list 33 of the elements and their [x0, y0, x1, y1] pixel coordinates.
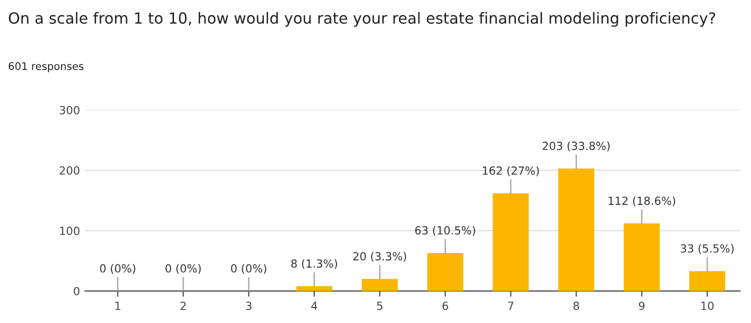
x-tick-label: 4	[311, 302, 318, 310]
x-tick-label: 5	[377, 302, 382, 310]
chart-title: On a scale from 1 to 10, how would you rate your real estate financial modeling proficiency?	[8, 12, 716, 27]
data-label: 112 (18.6%)	[608, 196, 676, 206]
data-label: 162 (27%)	[482, 166, 539, 176]
y-tick-label: 200	[60, 166, 80, 175]
chart-subtitle: 601 responses	[8, 62, 84, 72]
bar	[296, 286, 332, 291]
x-tick-label: 6	[442, 302, 448, 310]
x-tick-label: 7	[508, 302, 514, 310]
data-label: 63 (10.5%)	[415, 226, 476, 236]
data-label: 0 (0%)	[100, 264, 136, 274]
bar	[492, 193, 529, 291]
y-tick-label: 300	[60, 106, 80, 114]
bar	[427, 252, 464, 291]
bar	[362, 278, 398, 291]
x-tick-label: 3	[246, 302, 252, 310]
x-tick-label: 1	[115, 302, 120, 310]
data-label: 8 (1.3%)	[291, 259, 338, 270]
bar	[558, 168, 594, 291]
bar	[689, 271, 726, 291]
data-label: 0 (0%)	[166, 264, 201, 274]
data-label: 0 (0%)	[231, 264, 266, 274]
y-tick-label: 100	[60, 226, 80, 236]
x-tick-label: 9	[638, 302, 645, 310]
x-tick-label: 8	[573, 302, 580, 310]
data-label: 20 (3.3%)	[353, 252, 406, 262]
y-tick-label: 0	[74, 286, 80, 296]
x-tick-label: 10	[701, 302, 714, 310]
x-tick-label: 2	[180, 302, 186, 310]
data-label: 33 (5.5%)	[680, 244, 734, 254]
data-label: 203 (33.8%)	[542, 141, 610, 152]
bar	[624, 223, 660, 291]
